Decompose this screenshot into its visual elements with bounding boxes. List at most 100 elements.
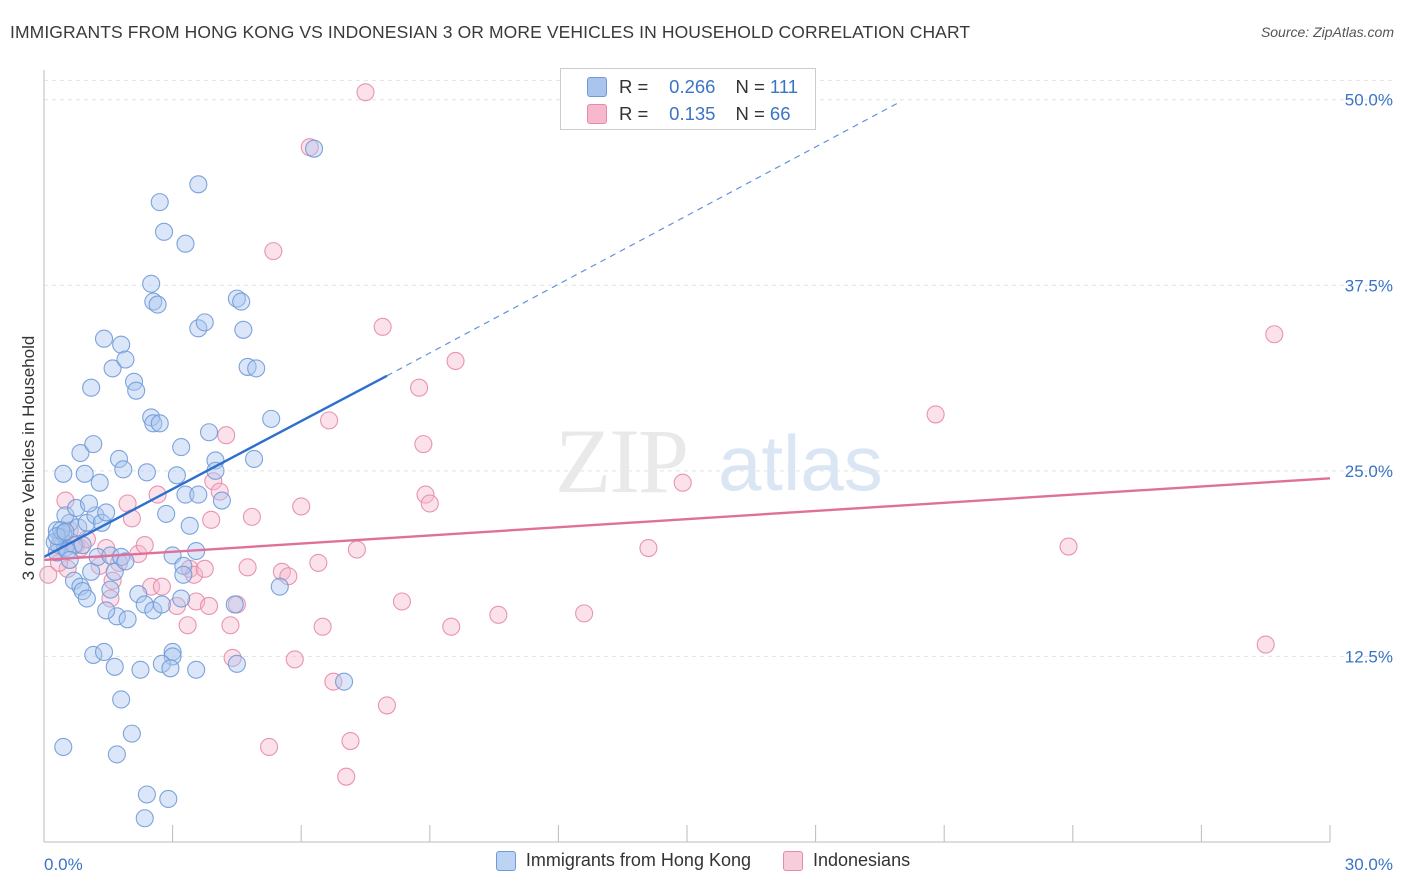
data-point-blue <box>150 193 169 212</box>
data-point-blue <box>189 175 208 194</box>
legend-row-pink: R = 0.135 N = 66 <box>587 101 790 127</box>
data-point-blue <box>247 359 266 378</box>
data-point-blue <box>127 381 146 400</box>
data-point-blue <box>227 654 246 673</box>
legend-label-indonesians: Indonesians <box>813 850 911 870</box>
data-point-blue <box>79 494 99 513</box>
data-point-pink <box>926 405 945 424</box>
data-point-blue <box>154 222 174 241</box>
data-point-pink <box>377 696 396 715</box>
data-point-pink <box>489 605 508 624</box>
data-point-blue <box>199 423 219 442</box>
data-point-blue <box>107 607 126 626</box>
data-point-blue <box>103 359 122 378</box>
data-point-pink <box>285 650 304 669</box>
data-point-pink <box>217 426 236 445</box>
data-point-blue <box>137 785 156 804</box>
legend-label-hong-kong: Immigrants from Hong Kong <box>525 850 751 870</box>
data-point-pink <box>210 482 229 501</box>
data-point-pink <box>238 558 257 577</box>
data-point-pink <box>320 411 339 430</box>
data-point-pink <box>178 616 197 635</box>
data-point-blue <box>195 313 214 332</box>
data-point-blue <box>187 660 206 679</box>
data-point-blue <box>94 329 114 348</box>
legend-swatch-pink <box>783 850 803 871</box>
data-point-pink <box>575 604 594 623</box>
data-point-pink <box>56 491 75 510</box>
legend-r-label: R = <box>619 103 649 124</box>
data-point-blue <box>97 601 116 620</box>
data-point-pink <box>199 596 219 615</box>
series-legend: Immigrants from Hong Kong Indonesians <box>0 850 1406 871</box>
data-point-pink <box>442 617 461 636</box>
correlation-legend: R = 0.266 N = 111 R = 0.135 N = 66 <box>560 68 816 130</box>
data-point-blue <box>109 449 129 469</box>
legend-n-value: 66 <box>769 103 791 124</box>
data-point-blue <box>152 595 171 614</box>
data-point-blue <box>116 552 135 571</box>
data-point-blue <box>94 642 114 662</box>
data-point-blue <box>71 443 90 463</box>
data-point-pink <box>673 473 692 492</box>
data-point-blue <box>118 610 137 629</box>
data-point-pink <box>221 616 240 635</box>
data-point-blue <box>167 466 186 485</box>
data-point-pink <box>264 242 283 261</box>
data-point-blue <box>122 724 141 743</box>
data-point-pink <box>341 731 360 751</box>
data-point-blue <box>225 595 244 614</box>
data-point-blue <box>84 435 103 454</box>
data-point-blue <box>161 659 180 678</box>
data-point-blue <box>142 274 161 293</box>
data-point-blue <box>189 485 208 504</box>
data-point-blue <box>82 378 101 397</box>
data-point-blue <box>90 473 109 492</box>
data-point-blue <box>152 654 171 673</box>
data-point-pink <box>347 540 366 559</box>
trend-line-pink <box>43 477 1331 562</box>
x-tick-label: 30.0% <box>1345 855 1393 874</box>
data-point-blue <box>54 464 73 483</box>
data-point-pink <box>356 83 375 102</box>
data-point-blue <box>97 503 116 522</box>
legend-r-value: 0.266 <box>669 76 716 97</box>
axes: 12.5% 25.0% 37.5% 50.0% 0.0% 30.0% <box>43 70 1393 874</box>
watermark-atlas: atlas <box>718 419 883 507</box>
legend-swatch-pink <box>587 104 607 124</box>
y-tick-label: 12.5% <box>1345 647 1393 666</box>
data-point-pink <box>292 497 311 516</box>
data-point-blue <box>148 295 167 314</box>
data-point-pink <box>313 617 332 636</box>
data-point-blue <box>114 460 133 479</box>
y-axis-label: 3 or more Vehicles in Household <box>19 336 38 581</box>
data-points <box>39 83 1284 828</box>
data-point-pink <box>639 538 658 558</box>
data-point-pink <box>446 351 465 371</box>
data-point-pink <box>1256 635 1275 654</box>
data-point-pink <box>416 485 435 504</box>
data-point-blue <box>107 745 126 764</box>
legend-swatch-blue <box>495 850 516 871</box>
data-point-pink <box>242 507 261 526</box>
y-tick-label: 50.0% <box>1345 91 1393 110</box>
data-point-blue <box>335 672 354 691</box>
trend-line-blue-extension <box>386 100 902 377</box>
legend-item-hong-kong: Immigrants from Hong Kong <box>495 850 751 871</box>
data-point-blue <box>77 589 96 608</box>
data-point-blue <box>47 527 66 546</box>
chart-title: IMMIGRANTS FROM HONG KONG VS INDONESIAN … <box>10 22 971 42</box>
data-point-pink <box>1265 325 1284 344</box>
data-point-pink <box>202 510 221 529</box>
data-point-pink <box>259 737 279 757</box>
data-point-blue <box>176 485 195 504</box>
y-tick-label: 25.0% <box>1345 462 1393 481</box>
data-point-pink <box>337 767 356 786</box>
data-point-blue <box>116 350 135 369</box>
data-point-blue <box>212 491 231 510</box>
data-point-pink <box>420 494 439 513</box>
data-point-blue <box>54 737 73 757</box>
data-point-pink <box>373 317 392 336</box>
data-point-blue <box>56 506 75 525</box>
